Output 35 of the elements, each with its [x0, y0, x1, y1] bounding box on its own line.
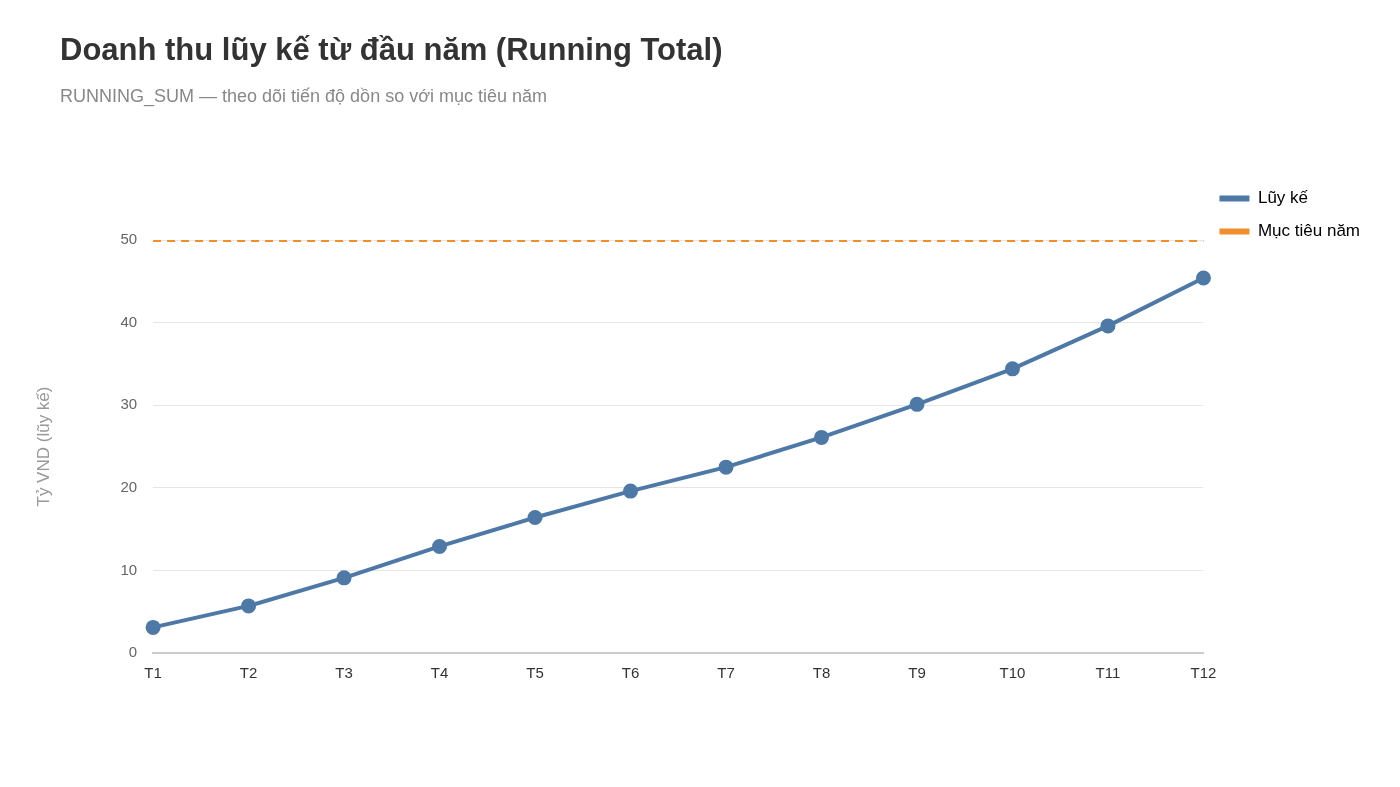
x-tick-label: T1	[144, 664, 162, 682]
x-tick-label: T9	[908, 664, 926, 682]
point	[1100, 318, 1116, 334]
point	[718, 459, 734, 475]
x-tick-label: T5	[526, 664, 544, 682]
point	[1004, 361, 1020, 377]
y-tick-label: 50	[120, 230, 138, 248]
legend-label: Mục tiêu năm	[1257, 221, 1361, 241]
x-tick-label: T12	[1190, 664, 1217, 682]
y-tick-label: 30	[120, 395, 138, 413]
y-tick-label: 10	[120, 560, 138, 578]
x-tick-label: T3	[335, 664, 353, 682]
point	[623, 483, 639, 499]
x-tick-label: T7	[717, 664, 735, 682]
chart-subtitle: RUNNING_SUM — theo dõi tiến độ dồn so với mục tiêu năm	[60, 86, 548, 107]
chart-title: Doanh thu lũy kế từ đầu năm (Running Total)	[60, 32, 723, 68]
x-tick-label: T6	[621, 664, 640, 682]
point	[1195, 270, 1211, 286]
x-tick-label: T2	[239, 664, 258, 682]
x-tick-label: T10	[999, 664, 1026, 682]
point	[145, 619, 161, 635]
legend-label: Lũy kế	[1257, 188, 1309, 208]
point	[336, 570, 352, 586]
y-axis-title: Tỷ VND (lũy kế)	[33, 386, 53, 507]
point	[241, 598, 257, 614]
y-tick-label: 20	[120, 477, 138, 495]
y-tick-label: 0	[128, 643, 138, 661]
x-tick-label: T8	[812, 664, 831, 682]
point	[527, 510, 543, 526]
y-tick-label: 40	[120, 312, 138, 330]
x-tick-label: T11	[1095, 664, 1121, 682]
point	[814, 429, 829, 445]
point	[432, 538, 448, 554]
point	[909, 396, 925, 412]
x-tick-label: T4	[430, 664, 449, 682]
